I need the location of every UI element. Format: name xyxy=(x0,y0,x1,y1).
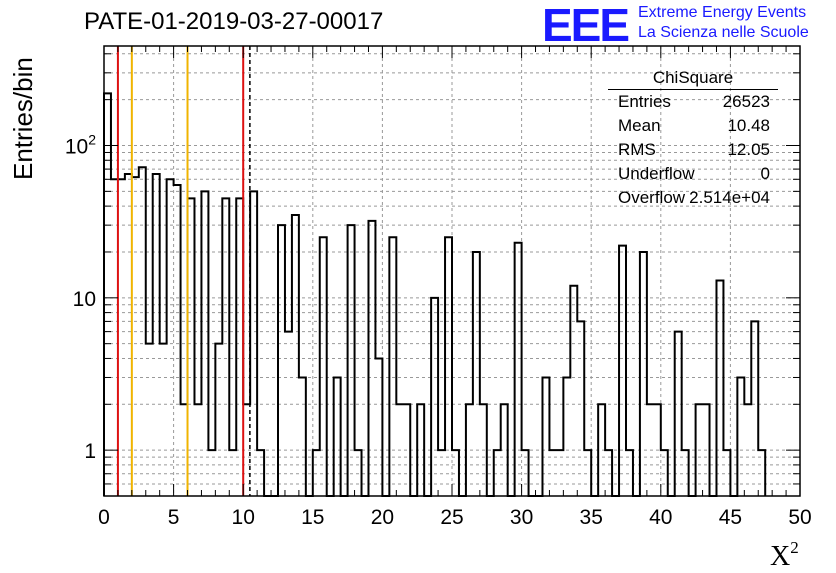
stats-key: Mean xyxy=(618,116,661,135)
y-tick-label: 10 xyxy=(73,288,96,311)
histogram-bar xyxy=(215,344,222,496)
stats-value: 26523 xyxy=(722,92,770,111)
stats-row-overflow: Overflow 2.514e+04 xyxy=(608,188,778,212)
x-axis-label-superscript: 2 xyxy=(790,538,799,557)
stats-box: ChiSquare Entries 26523 Mean 10.48 RMS 1… xyxy=(608,68,778,212)
x-tick-label: 15 xyxy=(301,506,324,529)
x-axis-label: X2 xyxy=(770,538,799,573)
x-tick-label: 0 xyxy=(98,506,110,529)
histogram-bar xyxy=(111,179,118,496)
logo-line-2: La Scienza nelle Scuole xyxy=(638,24,809,41)
stats-value: 0 xyxy=(760,164,770,183)
stats-key: RMS xyxy=(618,140,656,159)
x-tick-label: 40 xyxy=(649,506,672,529)
histogram-bar xyxy=(118,179,125,496)
chart-title: PATE-01-2019-03-27-00017 xyxy=(84,8,384,35)
histogram-bar xyxy=(167,179,174,496)
histogram-bar xyxy=(153,174,160,496)
histogram-bar xyxy=(285,332,292,496)
stats-key: Underflow xyxy=(618,164,695,183)
stats-title: ChiSquare xyxy=(608,68,778,90)
histogram-bar xyxy=(188,198,195,496)
histogram-bar xyxy=(236,198,243,496)
stats-row-underflow: Underflow 0 xyxy=(608,164,778,188)
y-tick-label: 102 xyxy=(65,131,96,158)
histogram-bar xyxy=(222,198,229,496)
x-tick-label: 25 xyxy=(440,506,463,529)
histogram-bar xyxy=(375,358,382,496)
histogram-bar xyxy=(146,344,153,496)
eee-logo-mark: EEE xyxy=(542,0,630,51)
histogram-bar xyxy=(160,344,167,496)
histogram-bar xyxy=(278,225,285,496)
histogram-bar xyxy=(542,377,549,496)
histogram-bar xyxy=(104,93,111,496)
x-tick-label: 30 xyxy=(510,506,533,529)
stats-key: Overflow xyxy=(618,188,686,207)
stats-value: 2.514e+04 xyxy=(689,188,770,207)
histogram-bar xyxy=(577,321,584,496)
stats-key: Entries xyxy=(618,92,671,111)
x-axis-label-base: X xyxy=(770,541,791,572)
x-tick-label: 45 xyxy=(719,506,742,529)
histogram-bar xyxy=(675,332,682,496)
stats-row-rms: RMS 12.05 xyxy=(608,140,778,164)
histogram-bar xyxy=(174,185,181,496)
histogram-bar xyxy=(431,298,438,496)
x-tick-label: 20 xyxy=(371,506,394,529)
histogram-bar xyxy=(348,225,355,496)
x-tick-label: 50 xyxy=(788,506,811,529)
logo-line-1: Extreme Energy Events xyxy=(638,4,807,21)
histogram-bar xyxy=(563,377,570,496)
histogram-bar xyxy=(292,215,299,496)
stats-row-mean: Mean 10.48 xyxy=(608,116,778,140)
x-tick-label: 5 xyxy=(168,506,180,529)
histogram-bar xyxy=(640,252,647,496)
histogram-bar xyxy=(299,377,306,496)
histogram-bar xyxy=(125,174,132,496)
stats-row-entries: Entries 26523 xyxy=(608,92,778,116)
stats-value: 10.48 xyxy=(727,116,770,135)
x-tick-label: 35 xyxy=(580,506,603,529)
histogram-bar xyxy=(737,377,744,496)
histogram-bar xyxy=(473,252,480,496)
x-tick-label: 10 xyxy=(232,506,255,529)
histogram-bar xyxy=(515,243,522,496)
histogram-bar xyxy=(751,321,758,496)
stats-value: 12.05 xyxy=(727,140,770,159)
histogram-outline xyxy=(103,92,767,497)
histogram-bar xyxy=(619,246,626,496)
y-tick-label: 1 xyxy=(84,440,96,463)
histogram-bar xyxy=(334,377,341,496)
